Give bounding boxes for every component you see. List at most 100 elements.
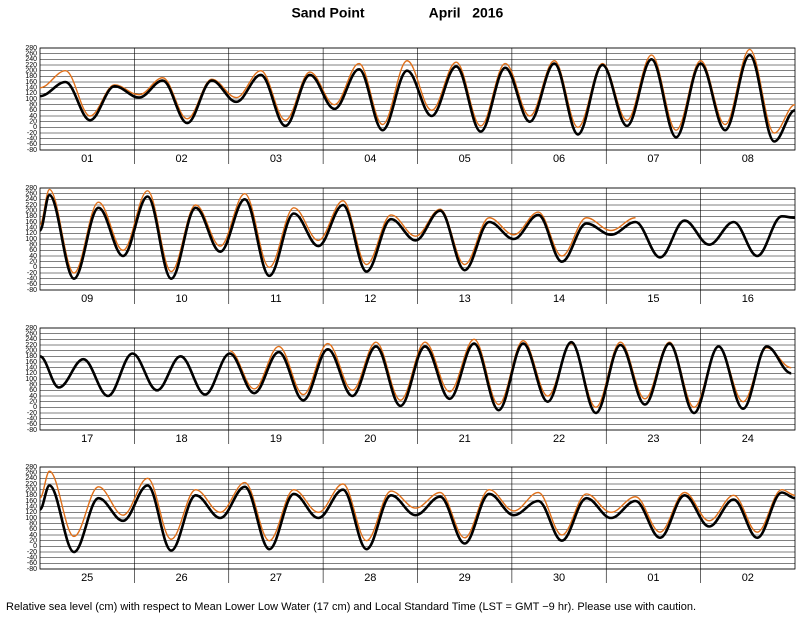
x-tick-label: 15	[647, 293, 659, 305]
x-tick-label: 03	[270, 153, 282, 165]
y-tick-label: 240	[25, 196, 37, 203]
y-tick-label: -40	[27, 136, 37, 143]
y-tick-label: 120	[25, 230, 37, 237]
y-tick-label: 120	[25, 370, 37, 377]
footer-note: Relative sea level (cm) with respect to …	[6, 601, 696, 613]
y-tick-label: 80	[29, 242, 37, 249]
x-tick-label: 07	[647, 153, 659, 165]
y-tick-label: 60	[29, 247, 37, 254]
y-tick-label: 160	[25, 498, 37, 505]
y-tick-label: 0	[33, 404, 37, 411]
y-tick-label: 140	[25, 504, 37, 511]
tide-line	[39, 53, 796, 143]
y-tick-label: 160	[25, 219, 37, 226]
y-tick-label: 20	[29, 399, 37, 406]
y-tick-label: 40	[29, 113, 37, 120]
x-tick-label: 09	[81, 293, 93, 305]
y-tick-label: -20	[27, 410, 37, 417]
y-tick-label: 200	[25, 487, 37, 494]
y-tick-label: 120	[25, 509, 37, 516]
x-tick-label: 12	[364, 293, 376, 305]
x-tick-label: 04	[364, 153, 376, 165]
x-tick-label: 16	[742, 293, 754, 305]
y-tick-label: 0	[33, 543, 37, 550]
plot-border	[39, 187, 796, 291]
x-tick-label: 13	[459, 293, 471, 305]
x-tick-label: 27	[270, 572, 282, 584]
y-tick-label: 160	[25, 79, 37, 86]
x-tick-label: 29	[459, 572, 471, 584]
plot-border	[39, 47, 796, 151]
y-tick-label: 60	[29, 526, 37, 533]
y-tick-label: -80	[27, 147, 37, 154]
y-tick-label: 120	[25, 90, 37, 97]
y-tick-label: -20	[27, 270, 37, 277]
tide-line	[39, 48, 796, 134]
x-tick-label: 08	[742, 153, 754, 165]
x-tick-label: 02	[175, 153, 187, 165]
x-tick-label: 26	[175, 572, 187, 584]
y-tick-label: 20	[29, 538, 37, 545]
y-tick-label: 240	[25, 475, 37, 482]
x-tick-label: 25	[81, 572, 93, 584]
y-tick-label: -80	[27, 427, 37, 434]
chart-subtitle: April 2016	[429, 5, 504, 21]
y-tick-label: 260	[25, 470, 37, 477]
y-tick-label: 20	[29, 259, 37, 266]
y-tick-label: 40	[29, 393, 37, 400]
chart-title: Sand Point	[291, 5, 364, 21]
y-tick-label: 20	[29, 119, 37, 126]
y-tick-label: 0	[33, 264, 37, 271]
y-tick-label: -40	[27, 555, 37, 562]
y-tick-label: 200	[25, 208, 37, 215]
y-tick-label: 180	[25, 213, 37, 220]
y-tick-label: 180	[25, 73, 37, 80]
y-tick-label: 60	[29, 107, 37, 114]
x-tick-label: 01	[81, 153, 93, 165]
tide-line	[39, 340, 792, 415]
y-tick-label: 100	[25, 515, 37, 522]
y-tick-label: 200	[25, 348, 37, 355]
tide-line	[38, 484, 796, 554]
y-tick-label: -80	[27, 287, 37, 294]
y-tick-label: 80	[29, 521, 37, 528]
y-tick-label: 280	[25, 464, 37, 471]
y-tick-label: -60	[27, 560, 37, 567]
y-tick-label: 260	[25, 331, 37, 338]
tide-line	[39, 470, 796, 542]
y-tick-label: 200	[25, 68, 37, 75]
y-tick-label: 220	[25, 481, 37, 488]
x-tick-label: 05	[459, 153, 471, 165]
y-tick-label: 180	[25, 492, 37, 499]
y-tick-label: 220	[25, 62, 37, 69]
y-tick-label: 80	[29, 102, 37, 109]
y-tick-label: 160	[25, 359, 37, 366]
y-tick-label: 100	[25, 236, 37, 243]
y-tick-label: 240	[25, 56, 37, 63]
x-tick-label: 11	[270, 293, 281, 305]
y-tick-label: 80	[29, 382, 37, 389]
y-tick-label: -40	[27, 276, 37, 283]
y-tick-label: 260	[25, 191, 37, 198]
x-tick-label: 19	[270, 433, 282, 445]
y-tick-label: 140	[25, 85, 37, 92]
y-tick-label: -20	[27, 130, 37, 137]
y-tick-label: 100	[25, 96, 37, 103]
x-tick-label: 24	[742, 433, 754, 445]
x-tick-label: 10	[175, 293, 187, 305]
y-tick-label: 60	[29, 387, 37, 394]
y-tick-label: 280	[25, 325, 37, 332]
x-tick-label: 21	[459, 433, 471, 445]
y-tick-label: -60	[27, 281, 37, 288]
y-tick-label: -60	[27, 421, 37, 428]
y-tick-label: 140	[25, 225, 37, 232]
y-tick-label: 280	[25, 185, 37, 192]
y-tick-label: 40	[29, 253, 37, 260]
y-tick-label: 260	[25, 51, 37, 58]
y-tick-label: 220	[25, 342, 37, 349]
x-tick-label: 28	[364, 572, 376, 584]
y-tick-label: 180	[25, 353, 37, 360]
x-tick-label: 06	[553, 153, 565, 165]
x-tick-label: 30	[553, 572, 565, 584]
